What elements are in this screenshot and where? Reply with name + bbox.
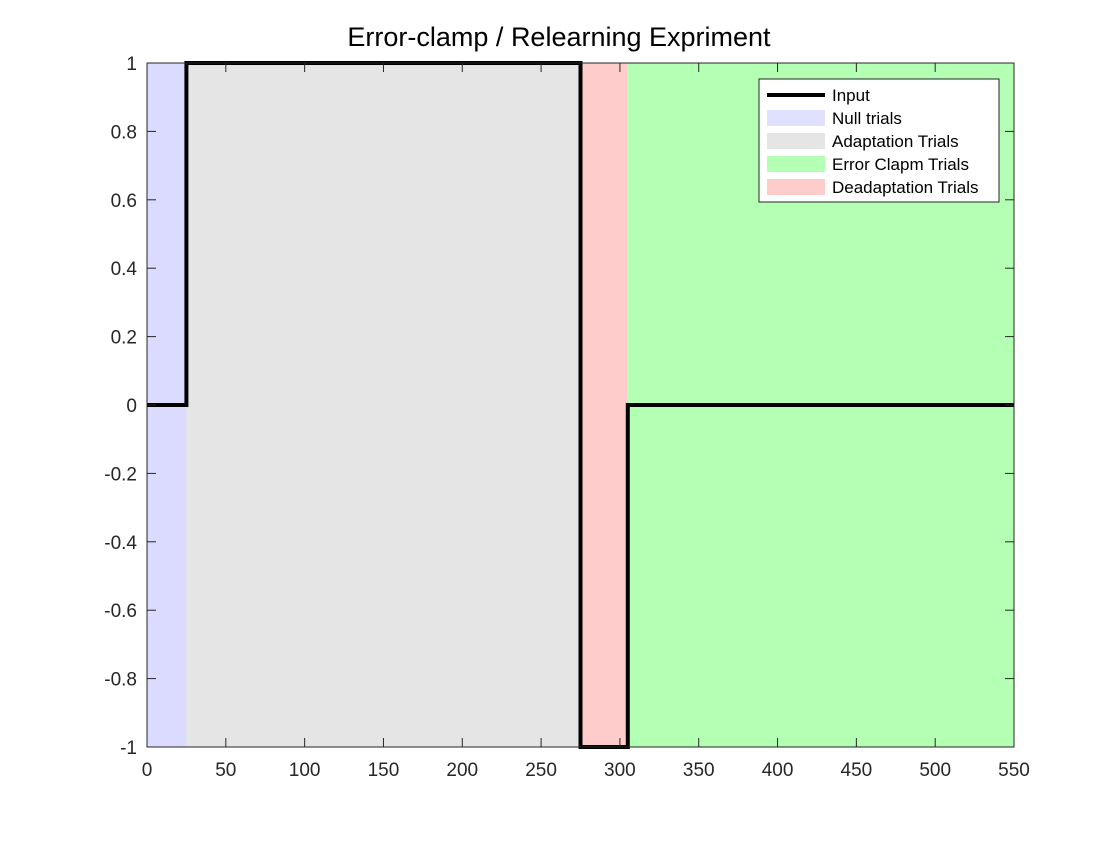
y-tick-label: -0.8	[104, 670, 137, 691]
series-lines	[147, 61, 1014, 749]
x-tick-label: 550	[998, 760, 1030, 781]
y-tick-label: -0.6	[104, 601, 137, 622]
y-tick-label: 0	[126, 396, 137, 417]
y-tick-label: -0.4	[104, 533, 137, 554]
region-adaptation-trials	[186, 63, 581, 747]
x-tick-label: 0	[142, 760, 153, 781]
axes: 0 50 100 150 200 250 300 350 400 450 500 550 -1 -0.8 -…	[104, 54, 1030, 781]
x-tick-label: 450	[841, 760, 873, 781]
x-tick-label: 100	[289, 760, 321, 781]
x-tick-label: 200	[446, 760, 478, 781]
x-tick-label: 500	[919, 760, 951, 781]
legend-label-adaptation-trials: Adaptation Trials	[832, 132, 959, 151]
chart-title: Error-clamp / Relearning Expriment	[347, 22, 771, 52]
legend-label-null-trials: Null trials	[832, 109, 902, 128]
y-tick-label: 0.4	[111, 259, 138, 280]
legend-swatch-null-trials	[767, 110, 825, 126]
y-tick-label: 0.2	[111, 328, 137, 349]
x-tick-label: 50	[215, 760, 236, 781]
legend-label-input: Input	[832, 86, 870, 105]
x-tick-label: 300	[604, 760, 636, 781]
legend-swatch-deadaptation-trials	[767, 179, 825, 195]
y-tick-label: -1	[120, 738, 137, 759]
legend-swatch-error-clapm-trials	[767, 156, 825, 172]
series-line-input	[147, 61, 1014, 749]
y-tick-label: 1	[126, 54, 137, 75]
y-tick-label: -0.2	[104, 464, 137, 485]
x-tick-label: 250	[525, 760, 557, 781]
region-deadaptation-trials	[580, 63, 628, 747]
x-tick-label: 150	[368, 760, 400, 781]
legend-label-deadaptation-trials: Deadaptation Trials	[832, 178, 978, 197]
legend-label-error-clapm-trials: Error Clapm Trials	[832, 155, 969, 174]
legend: Input Null trials Adaptation Trials Error C…	[758, 78, 1000, 203]
x-tick-label: 350	[683, 760, 715, 781]
y-tick-label: 0.6	[111, 191, 137, 212]
legend-swatch-adaptation-trials	[767, 133, 825, 149]
y-tick-label: 0.8	[111, 122, 137, 143]
x-tick-label: 400	[762, 760, 794, 781]
